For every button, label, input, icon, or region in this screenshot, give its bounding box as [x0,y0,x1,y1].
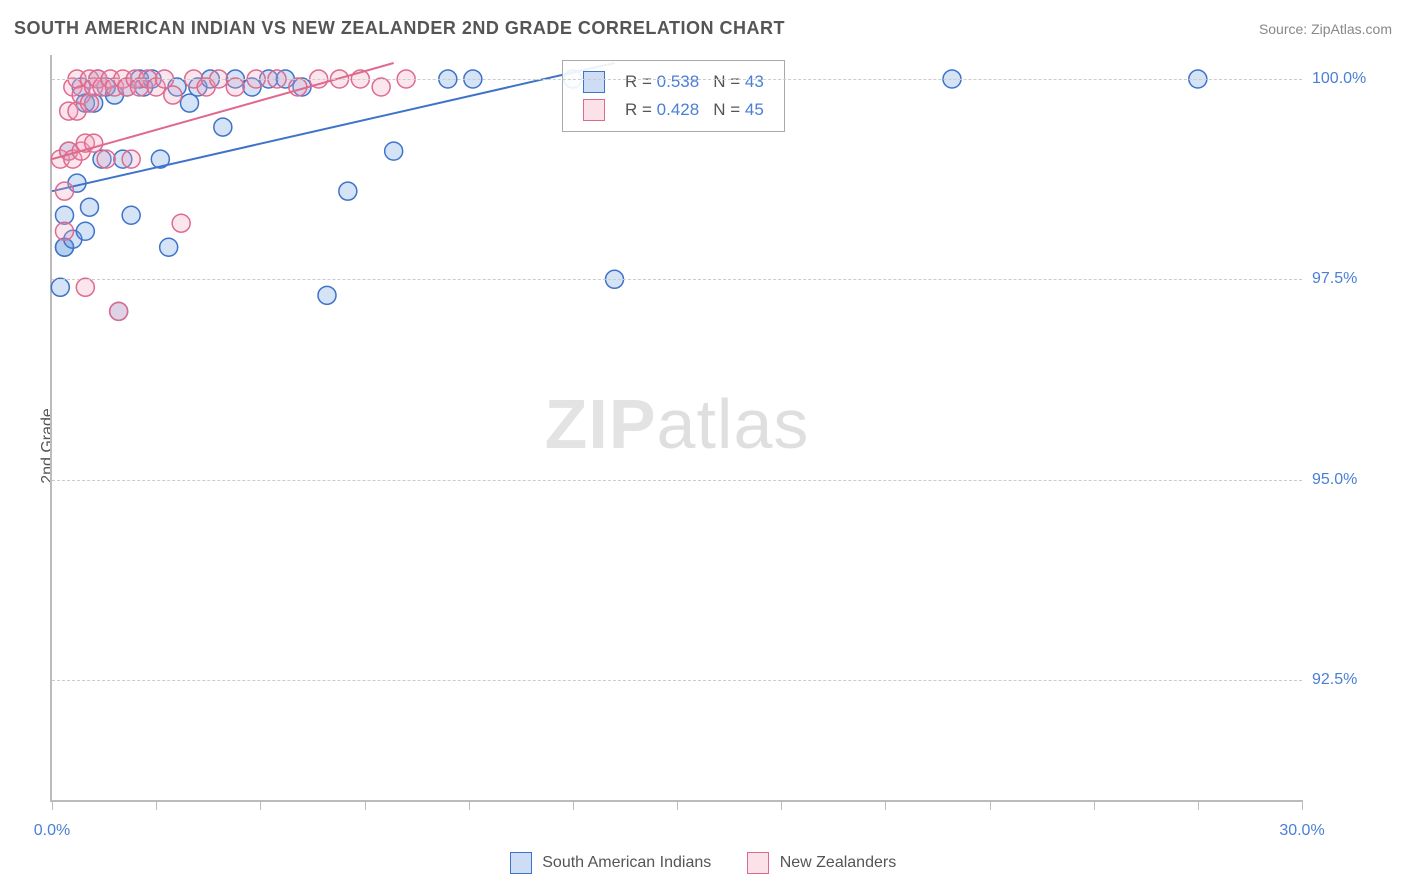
legend-swatch [583,99,605,121]
xtick [990,800,991,810]
xtick [52,800,53,810]
data-point [214,118,232,136]
legend-swatch [747,852,769,874]
data-point [76,222,94,240]
legend-row: R = 0.538N = 43 [577,69,770,95]
data-point [56,222,74,240]
data-point [51,278,69,296]
bottom-legend: South American Indians New Zealanders [0,852,1406,874]
xtick [1198,800,1199,810]
xtick-label: 30.0% [1279,822,1324,840]
data-point [339,182,357,200]
data-point [289,78,307,96]
data-point [76,278,94,296]
source-label: Source: ZipAtlas.com [1259,21,1392,37]
xtick [260,800,261,810]
data-point [164,86,182,104]
data-point [226,78,244,96]
bottom-legend-item: New Zealanders [747,854,896,871]
xtick [885,800,886,810]
xtick [469,800,470,810]
data-point [56,182,74,200]
bottom-legend-item: South American Indians [510,854,711,871]
bottom-legend-label: New Zealanders [780,854,897,871]
ytick-label: 92.5% [1312,671,1392,689]
data-point [181,94,199,112]
plot-area: ZIPatlas R = 0.538N = 43R = 0.428N = 45 … [50,55,1302,802]
xtick-label: 0.0% [34,822,70,840]
chart-title: SOUTH AMERICAN INDIAN VS NEW ZEALANDER 2… [14,18,785,39]
data-point [385,142,403,160]
correlation-legend: R = 0.538N = 43R = 0.428N = 45 [562,60,785,132]
legend-r: R = 0.538 [619,69,705,95]
chart-svg [52,55,1302,800]
gridline [52,79,1302,80]
data-point [172,214,190,232]
ytick-label: 95.0% [1312,471,1392,489]
legend-row: R = 0.428N = 45 [577,97,770,123]
xtick [573,800,574,810]
gridline [52,680,1302,681]
xtick [1094,800,1095,810]
data-point [122,150,140,168]
ytick-label: 97.5% [1312,270,1392,288]
data-point [372,78,390,96]
legend-table: R = 0.538N = 43R = 0.428N = 45 [575,67,772,125]
bottom-legend-label: South American Indians [542,854,711,871]
legend-swatch [583,71,605,93]
data-point [97,150,115,168]
xtick [365,800,366,810]
source-link[interactable]: ZipAtlas.com [1311,21,1392,37]
legend-n: N = 45 [707,97,770,123]
gridline [52,480,1302,481]
xtick [156,800,157,810]
data-point [81,198,99,216]
xtick [1302,800,1303,810]
legend-r: R = 0.428 [619,97,705,123]
data-point [81,94,99,112]
data-point [110,302,128,320]
xtick [677,800,678,810]
ytick-label: 100.0% [1312,70,1392,88]
xtick [781,800,782,810]
legend-swatch [510,852,532,874]
legend-n: N = 43 [707,69,770,95]
data-point [160,238,178,256]
title-bar: SOUTH AMERICAN INDIAN VS NEW ZEALANDER 2… [14,18,1392,39]
data-point [318,286,336,304]
gridline [52,279,1302,280]
data-point [122,206,140,224]
